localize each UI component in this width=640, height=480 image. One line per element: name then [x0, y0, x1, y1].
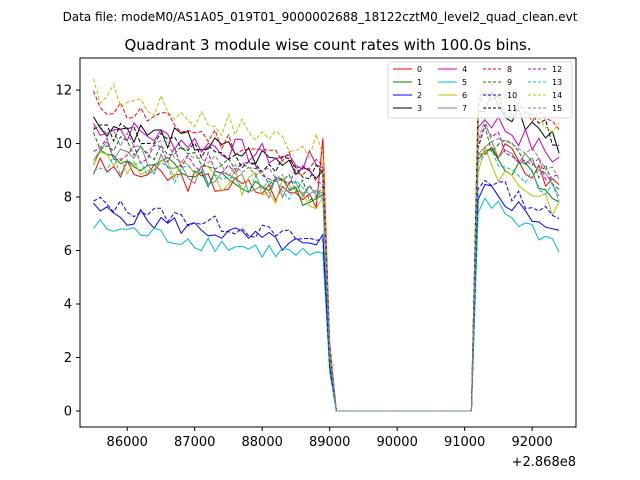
y-tick-label: 12 [55, 84, 72, 99]
legend-label-1: 1 [417, 78, 422, 87]
x-tick-label: 91000 [444, 435, 485, 450]
x-tick-label: 90000 [376, 435, 417, 450]
series-line-2 [93, 183, 560, 412]
legend-label-2: 2 [417, 91, 422, 100]
x-tick-label: 86000 [107, 435, 148, 450]
legend-label-15: 15 [552, 104, 562, 113]
legend-label-9: 9 [507, 78, 512, 87]
y-tick-label: 0 [64, 404, 72, 419]
x-tick-label: 89000 [309, 435, 350, 450]
y-tick-label: 6 [64, 244, 72, 259]
legend-frame [387, 61, 573, 119]
y-tick-label: 2 [64, 351, 72, 366]
series-line-15 [93, 118, 560, 412]
series-line-13 [93, 148, 560, 412]
legend-label-3: 3 [417, 104, 422, 113]
legend-label-6: 6 [462, 91, 467, 100]
legend-label-0: 0 [417, 65, 422, 74]
y-tick-label: 10 [55, 137, 72, 152]
legend-label-13: 13 [552, 78, 562, 87]
axes [79, 57, 577, 428]
legend-label-4: 4 [462, 65, 467, 74]
legend-label-7: 7 [462, 104, 467, 113]
figure-suptitle: Data file: modeM0/AS1A05_019T01_90000026… [63, 10, 578, 24]
x-offset-label: +2.868e8 [512, 455, 576, 470]
legend-label-10: 10 [507, 91, 517, 100]
chart-title: Quadrant 3 module wise count rates with … [124, 36, 531, 54]
legend-label-12: 12 [552, 65, 562, 74]
axes-frame [79, 57, 577, 428]
legend-label-8: 8 [507, 65, 512, 74]
series-line-6 [93, 145, 560, 412]
series-line-4 [93, 115, 560, 412]
y-tick-label: 8 [64, 191, 72, 206]
series-line-7 [93, 140, 560, 412]
legend-label-11: 11 [507, 104, 517, 113]
series-line-12 [93, 123, 560, 412]
series-line-10 [93, 179, 560, 412]
series-line-5 [93, 197, 560, 412]
legend-label-5: 5 [462, 78, 467, 87]
x-tick-label: 92000 [511, 435, 552, 450]
y-tick-label: 4 [64, 298, 72, 313]
x-tick-label: 88000 [242, 435, 283, 450]
x-ticks: 86000 87000 88000 89000 90000 91000 92000 [107, 427, 553, 450]
x-tick-label: 87000 [174, 435, 215, 450]
legend-label-14: 14 [552, 91, 562, 100]
y-ticks: 0 2 4 6 8 10 12 [55, 84, 80, 419]
